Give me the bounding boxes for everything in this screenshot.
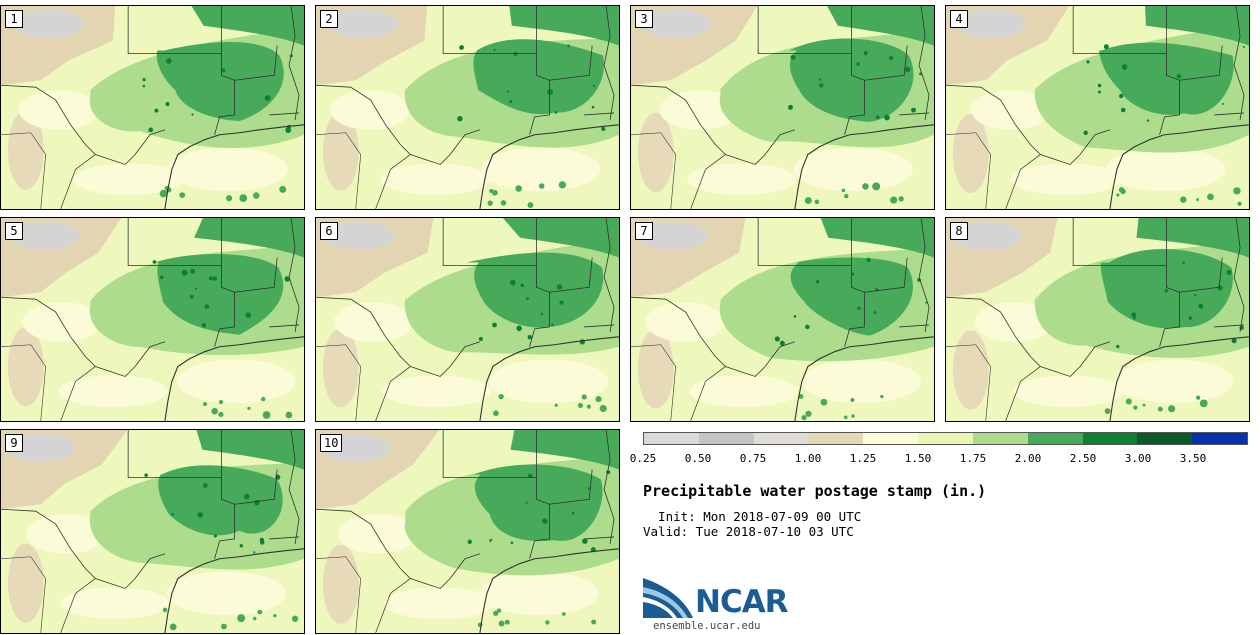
colorbar-segment (863, 433, 919, 444)
pwat-field (1, 430, 304, 633)
colorbar (643, 432, 1248, 445)
colorbar-segment (698, 433, 754, 444)
colorbar-segment (1082, 433, 1138, 444)
colorbar-tick-label: 3.50 (1179, 452, 1207, 465)
pwat-field (946, 6, 1249, 209)
logo-url: ensemble.ucar.edu (653, 620, 761, 632)
postage-stamp-map: 2 (315, 5, 620, 210)
colorbar-segment (808, 433, 864, 444)
colorbar-tick-label: 0.25 (629, 452, 657, 465)
pwat-field (1, 218, 304, 421)
logo-text: NCAR (695, 584, 789, 620)
member-number: 10 (320, 434, 343, 452)
member-number: 2 (320, 10, 338, 28)
chart-title: Precipitable water postage stamp (in.) (643, 482, 987, 500)
pwat-field (316, 430, 619, 633)
colorbar-segment (918, 433, 973, 444)
member-number: 7 (635, 222, 653, 240)
colorbar-tick-label: 1.00 (794, 452, 822, 465)
pwat-field (316, 6, 619, 209)
colorbar-segment (972, 433, 1028, 444)
pwat-field (631, 6, 934, 209)
postage-stamp-map: 1 (0, 5, 305, 210)
member-number: 1 (5, 10, 23, 28)
postage-stamp-map: 6 (315, 217, 620, 422)
colorbar-segment (1027, 433, 1083, 444)
colorbar-tick-label: 1.25 (849, 452, 877, 465)
member-number: 5 (5, 222, 23, 240)
colorbar-tick-label: 0.75 (739, 452, 767, 465)
colorbar-tick-label: 3.00 (1124, 452, 1152, 465)
colorbar-segment (1192, 433, 1247, 444)
colorbar-segment (753, 433, 809, 444)
member-number: 4 (950, 10, 968, 28)
postage-stamp-map: 8 (945, 217, 1250, 422)
colorbar-tick-label: 1.75 (959, 452, 987, 465)
ncar-logo: NCAR ensemble.ucar.edu (643, 578, 803, 633)
ncar-swoosh-icon (643, 578, 693, 618)
postage-stamp-map: 5 (0, 217, 305, 422)
member-number: 9 (5, 434, 23, 452)
postage-stamp-map: 9 (0, 429, 305, 634)
colorbar-tick-label: 1.50 (904, 452, 932, 465)
init-time: Init: Mon 2018-07-09 00 UTC (643, 509, 862, 524)
postage-stamp-map: 3 (630, 5, 935, 210)
member-number: 3 (635, 10, 653, 28)
colorbar-tick-label: 2.00 (1014, 452, 1042, 465)
postage-stamp-map: 4 (945, 5, 1250, 210)
member-number: 8 (950, 222, 968, 240)
pwat-field (631, 218, 934, 421)
pwat-field (946, 218, 1249, 421)
colorbar-segment (644, 433, 699, 444)
postage-stamp-map: 7 (630, 217, 935, 422)
member-number: 6 (320, 222, 338, 240)
colorbar-tick-label: 0.50 (684, 452, 712, 465)
colorbar-segment (1137, 433, 1193, 444)
pwat-field (1, 6, 304, 209)
valid-time: Valid: Tue 2018-07-10 03 UTC (643, 524, 854, 539)
colorbar-tick-label: 2.50 (1069, 452, 1097, 465)
pwat-field (316, 218, 619, 421)
postage-stamp-map: 10 (315, 429, 620, 634)
